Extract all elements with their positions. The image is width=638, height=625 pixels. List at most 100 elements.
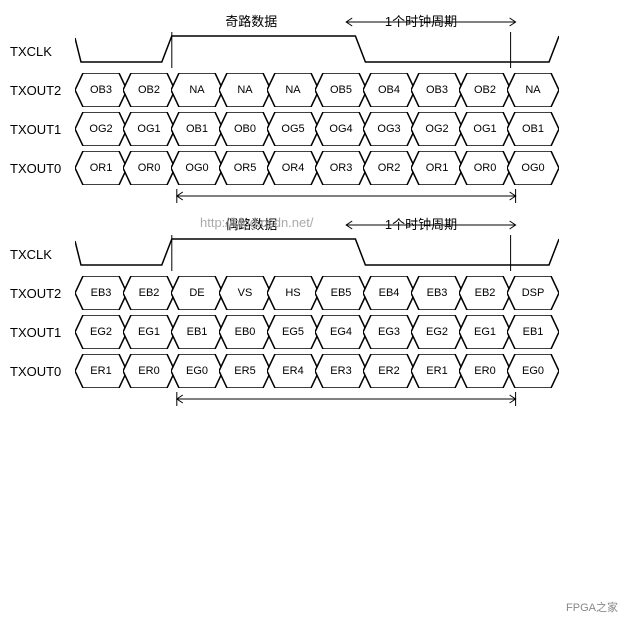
cell-label: OG0 <box>185 162 208 174</box>
cell-label: EB5 <box>331 287 352 299</box>
cell-label: ER5 <box>234 365 255 377</box>
cell-label: OB1 <box>186 123 208 135</box>
cell-label: EG1 <box>474 326 496 338</box>
signal-label: TXOUT2 <box>10 83 75 98</box>
cell-label: OR4 <box>282 162 305 174</box>
cell-label: ER4 <box>282 365 303 377</box>
cell-label: OB0 <box>234 123 256 135</box>
cell-label: ER3 <box>330 365 351 377</box>
data-cell: OR0 <box>459 151 511 185</box>
cell-label: ER2 <box>378 365 399 377</box>
data-cell: OG2 <box>75 112 127 146</box>
signal-label: TXOUT0 <box>10 364 75 379</box>
cell-label: OG5 <box>281 123 304 135</box>
cell-label: EB1 <box>187 326 208 338</box>
span-arrow <box>80 392 564 406</box>
data-cell: NA <box>219 73 271 107</box>
hex-row: ER1ER0EG0ER5ER4ER3ER2ER1ER0EG0 <box>75 354 628 388</box>
data-cell: OR1 <box>411 151 463 185</box>
data-cell: OR1 <box>75 151 127 185</box>
signal-label: TXOUT2 <box>10 286 75 301</box>
cell-label: DSP <box>522 287 545 299</box>
data-cell: OG4 <box>315 112 367 146</box>
data-cell: EB2 <box>459 276 511 310</box>
data-cell: ER5 <box>219 354 271 388</box>
data-cell: EG2 <box>411 315 463 349</box>
data-cell: EB1 <box>171 315 223 349</box>
signal-label: TXOUT1 <box>10 325 75 340</box>
cell-label: NA <box>285 84 300 96</box>
data-cell: NA <box>171 73 223 107</box>
cell-label: OR1 <box>426 162 449 174</box>
data-cell: OB1 <box>171 112 223 146</box>
cell-label: OR2 <box>378 162 401 174</box>
cell-label: OG0 <box>521 162 544 174</box>
cell-label: OR0 <box>474 162 497 174</box>
cell-label: HS <box>285 287 300 299</box>
cell-label: EB2 <box>139 287 160 299</box>
hex-row: OG2OG1OB1OB0OG5OG4OG3OG2OG1OB1 <box>75 112 628 146</box>
clock-row: TXCLK <box>10 236 628 272</box>
data-cell: ER0 <box>123 354 175 388</box>
data-cell: EB0 <box>219 315 271 349</box>
data-cell: OG5 <box>267 112 319 146</box>
data-cell: ER2 <box>363 354 415 388</box>
data-cell: VS <box>219 276 271 310</box>
cell-label: EG3 <box>378 326 400 338</box>
cell-label: OB4 <box>378 84 400 96</box>
watermark: http://blog.csdn.net/ <box>200 215 313 230</box>
data-row-0: TXOUT2EB3EB2DEVSHSEB5EB4EB3EB2DSP <box>10 275 628 311</box>
cell-label: NA <box>525 84 540 96</box>
data-cell: EG3 <box>363 315 415 349</box>
cell-label: EB3 <box>427 287 448 299</box>
cell-label: EG0 <box>522 365 544 377</box>
cell-label: OG3 <box>377 123 400 135</box>
data-cell: DSP <box>507 276 559 310</box>
data-cell: OR5 <box>219 151 271 185</box>
data-cell: EG0 <box>171 354 223 388</box>
cell-label: EG5 <box>282 326 304 338</box>
cell-label: OR0 <box>138 162 161 174</box>
data-cell: EG1 <box>459 315 511 349</box>
data-cell: EG1 <box>123 315 175 349</box>
cell-label: OB1 <box>522 123 544 135</box>
data-row-0: TXOUT2OB3OB2NANANAOB5OB4OB3OB2NA <box>10 72 628 108</box>
clock-row: TXCLK <box>10 33 628 69</box>
cell-label: OB5 <box>330 84 352 96</box>
cell-label: OG2 <box>425 123 448 135</box>
span-arrow <box>80 189 564 203</box>
data-cell: NA <box>507 73 559 107</box>
data-cell: ER0 <box>459 354 511 388</box>
cell-label: ER0 <box>474 365 495 377</box>
cell-label: ER1 <box>426 365 447 377</box>
hex-row: OB3OB2NANANAOB5OB4OB3OB2NA <box>75 73 628 107</box>
data-cell: EG4 <box>315 315 367 349</box>
cell-label: EB3 <box>91 287 112 299</box>
clock-label: TXCLK <box>10 247 75 262</box>
data-cell: OG0 <box>171 151 223 185</box>
cell-label: NA <box>189 84 204 96</box>
data-cell: ER1 <box>75 354 127 388</box>
data-cell: OR3 <box>315 151 367 185</box>
cell-label: OG4 <box>329 123 352 135</box>
cell-label: OR1 <box>90 162 113 174</box>
data-cell: OB2 <box>459 73 511 107</box>
cell-label: OG1 <box>473 123 496 135</box>
data-cell: EG0 <box>507 354 559 388</box>
data-cell: OG0 <box>507 151 559 185</box>
cell-label: OB2 <box>474 84 496 96</box>
signal-label: TXOUT1 <box>10 122 75 137</box>
hex-row: EG2EG1EB1EB0EG5EG4EG3EG2EG1EB1 <box>75 315 628 349</box>
cell-label: EG2 <box>426 326 448 338</box>
cell-label: EG4 <box>330 326 352 338</box>
data-cell: DE <box>171 276 223 310</box>
data-cell: OR2 <box>363 151 415 185</box>
data-row-2: TXOUT0ER1ER0EG0ER5ER4ER3ER2ER1ER0EG0 <box>10 353 628 389</box>
data-cell: OB3 <box>411 73 463 107</box>
data-cell: EB2 <box>123 276 175 310</box>
cell-label: OB2 <box>138 84 160 96</box>
data-cell: EB5 <box>315 276 367 310</box>
cell-label: EG0 <box>186 365 208 377</box>
data-cell: OB4 <box>363 73 415 107</box>
header-row: 偶路数据1个时钟周期 <box>80 213 564 233</box>
